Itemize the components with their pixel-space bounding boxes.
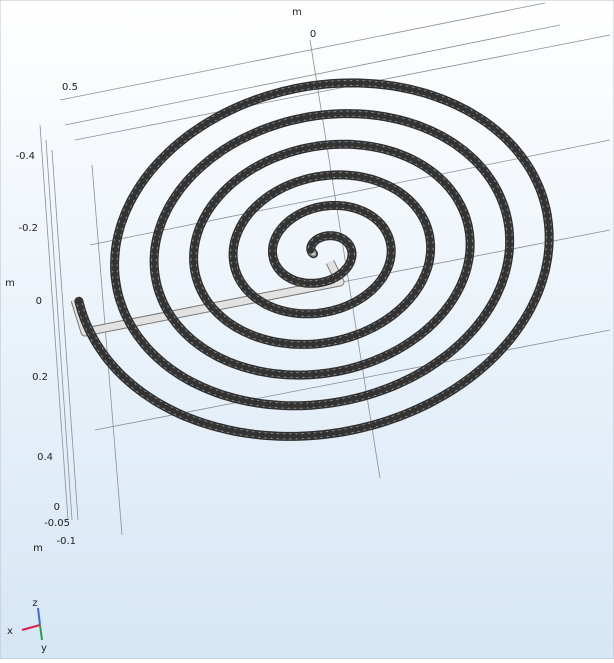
tick-label: -0.05 (44, 518, 70, 529)
tick-label: -0.4 (15, 151, 35, 162)
coil (74, 78, 554, 441)
triad-label: z (32, 598, 37, 609)
axis-triad: z x y (7, 598, 47, 654)
coil-segments (75, 79, 553, 440)
triad-label: x (7, 626, 13, 637)
grid (39, 2, 611, 536)
tick-label: -0.2 (18, 223, 38, 234)
tick-label: 0.5 (62, 82, 78, 93)
tick-label: 0.2 (32, 372, 48, 383)
triad-label: y (41, 643, 47, 654)
tick-label: 0 (310, 29, 316, 40)
axis-unit: m (5, 278, 15, 289)
tick-label: -0.1 (56, 536, 76, 547)
axis-unit: m (33, 543, 43, 554)
tick-label: 0 (54, 502, 60, 513)
axis-unit: m (292, 7, 302, 18)
tick-label: 0.4 (37, 452, 53, 463)
tick-label: 0 (36, 296, 42, 307)
